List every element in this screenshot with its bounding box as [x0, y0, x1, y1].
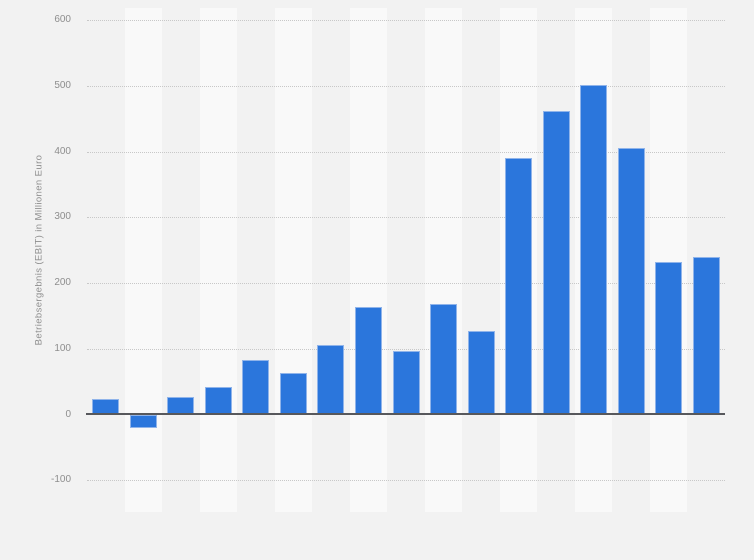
- y-tick-label: 600: [54, 14, 71, 26]
- bar[interactable]: [242, 359, 270, 415]
- category-stripe: [349, 8, 388, 512]
- bar[interactable]: [467, 331, 495, 415]
- category-stripe: [274, 8, 313, 512]
- bar[interactable]: [542, 110, 570, 415]
- bar[interactable]: [617, 147, 645, 415]
- category-stripe: [424, 8, 463, 512]
- zero-axis-line: [86, 413, 725, 415]
- gridline: [87, 151, 725, 153]
- bar[interactable]: [204, 386, 232, 415]
- category-stripe: [162, 8, 200, 512]
- bar[interactable]: [392, 351, 420, 415]
- bar[interactable]: [692, 257, 720, 415]
- category-stripe: [462, 8, 500, 512]
- category-stripe: [312, 8, 350, 512]
- bar[interactable]: [430, 304, 458, 415]
- bar[interactable]: [279, 373, 307, 415]
- gridline: [87, 217, 725, 219]
- y-tick-label: 0: [65, 408, 71, 420]
- bar[interactable]: [317, 345, 345, 415]
- category-stripe: [237, 8, 275, 512]
- y-tick-label: 100: [54, 342, 71, 354]
- bar[interactable]: [167, 397, 195, 415]
- bar[interactable]: [354, 307, 382, 415]
- category-stripe: [87, 8, 125, 512]
- category-stripe: [199, 8, 238, 512]
- gridline: [87, 283, 725, 285]
- gridline: [87, 348, 725, 350]
- y-tick-label: 200: [54, 277, 71, 289]
- category-stripe: [387, 8, 425, 512]
- y-tick-label: 300: [54, 211, 71, 223]
- gridline: [87, 20, 725, 22]
- gridline: [87, 480, 725, 482]
- category-stripe: [124, 8, 163, 512]
- category-stripe: [649, 8, 688, 512]
- y-tick-label: 400: [54, 145, 71, 157]
- bar[interactable]: [655, 262, 683, 415]
- gridline: [87, 85, 725, 87]
- y-tick-label: -100: [50, 474, 71, 486]
- bar[interactable]: [129, 414, 157, 429]
- y-axis-title: Betriebsergebnis (EBIT) in Millionen Eur…: [33, 154, 45, 346]
- bar[interactable]: [580, 84, 608, 415]
- y-tick-label: 500: [54, 79, 71, 91]
- bar[interactable]: [505, 158, 533, 415]
